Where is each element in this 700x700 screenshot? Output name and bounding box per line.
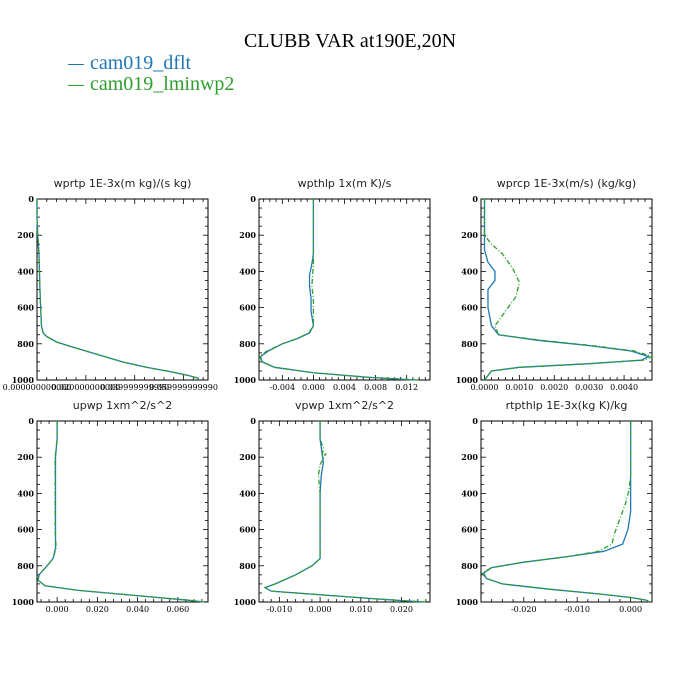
x-tick-label: 0.0010: [505, 383, 533, 392]
plot-title: upwp 1xm^2/s^2: [73, 399, 173, 412]
x-tick-label: 0.039999999990: [100, 383, 169, 392]
series-line-dflt: [263, 421, 426, 603]
y-tick-label: 1000: [234, 597, 257, 607]
x-tick-label: -0.020: [511, 605, 537, 614]
y-tick-label: 1000: [234, 375, 257, 385]
y-tick-label: 400: [239, 488, 256, 498]
plot-panel-6: rtpthlp 1E-3x(kg K)/kg 0 200 400 600 800 1000 -…: [456, 399, 653, 614]
x-tick-label: -0.010: [267, 605, 293, 614]
y-tick-label: 1000: [12, 597, 35, 607]
plot-title: rtpthlp 1E-3x(kg K)/kg: [506, 399, 628, 412]
y-tick-label: 800: [239, 339, 256, 349]
series-line-dflt: [37, 421, 205, 603]
y-tick-label: 200: [17, 230, 34, 240]
y-tick-label: 0: [472, 416, 478, 426]
plot-title: vpwp 1xm^2/s^2: [295, 399, 394, 412]
main-title: CLUBB VAR at190E,20N: [243, 30, 457, 52]
plot-panel-5: vpwp 1xm^2/s^2 0 200 400 600 800 1000 -0.010 0.0…: [234, 399, 431, 614]
legend-swatch-2: [68, 84, 84, 86]
y-tick-label: 800: [17, 339, 34, 349]
y-tick-label: 600: [239, 303, 256, 313]
plot-frame: [36, 420, 209, 603]
y-tick-label: 800: [461, 561, 478, 571]
y-tick-label: 600: [461, 303, 478, 313]
legend-label-1: cam019_dflt: [90, 52, 192, 74]
plot-frame: [258, 198, 431, 381]
series-line-lminwp2: [36, 199, 199, 380]
x-tick-label: 0.000000000000: [3, 383, 72, 392]
plot-frame: [36, 198, 209, 381]
y-tick-label: 1000: [456, 597, 479, 607]
plot-title: wprcp 1E-3x(m/s) (kg/kg): [497, 177, 636, 190]
x-tick-label: 0.0030: [575, 383, 603, 392]
y-tick-label: 600: [239, 525, 256, 535]
series-line-lminwp2: [263, 421, 426, 603]
x-tick-label: 0.020000000000: [51, 383, 120, 392]
legend-label-2: cam019_lminwp2: [90, 73, 235, 95]
legend-item-2: cam019_lminwp2: [68, 73, 234, 95]
x-tick-label: 0.012: [395, 383, 418, 392]
x-tick-label: -0.004: [270, 383, 296, 392]
x-tick-label: 0.0000: [470, 383, 498, 392]
y-tick-label: 600: [461, 525, 478, 535]
x-tick-label: 0.020: [86, 605, 109, 614]
y-tick-label: 400: [17, 266, 34, 276]
y-tick-label: 0: [250, 416, 256, 426]
series-line-dflt: [482, 421, 650, 603]
series-line-dflt: [259, 199, 415, 381]
y-tick-label: 800: [461, 339, 478, 349]
plot-title: wprtp 1E-3x(m kg)/(s kg): [54, 177, 192, 190]
y-tick-label: 800: [239, 561, 256, 571]
y-tick-label: 1000: [456, 375, 479, 385]
x-tick-label: 0.059999999990: [149, 383, 218, 392]
legend-item-1: cam019_dflt: [68, 52, 191, 74]
x-tick-label: 0.000: [619, 605, 642, 614]
y-tick-label: 0: [28, 194, 34, 204]
x-tick-label: 0.0020: [540, 383, 568, 392]
series-line-dflt: [483, 199, 651, 381]
x-tick-label: 0.060: [166, 605, 189, 614]
series-line-lminwp2: [481, 421, 650, 603]
x-tick-label: 0.010: [349, 605, 372, 614]
x-tick-label: 0.020: [390, 605, 413, 614]
x-tick-label: 0.008: [364, 383, 387, 392]
plot-frame: [258, 420, 431, 603]
y-tick-label: 400: [461, 266, 478, 276]
plot-panel-2: wpthlp 1x(m K)/s 0 200 400 600 800 1000 -0.004 0…: [234, 177, 431, 392]
y-tick-label: 400: [239, 266, 256, 276]
y-tick-label: 800: [17, 561, 34, 571]
x-tick-label: 0.004: [333, 383, 356, 392]
y-tick-label: 600: [17, 303, 34, 313]
plot-panel-4: upwp 1xm^2/s^2 0 200 400 600 800 1000 0.000 0.02…: [12, 399, 209, 614]
plot-panel-1: wprtp 1E-3x(m kg)/(s kg) 0 200 400 600 800 100…: [3, 177, 218, 392]
y-tick-label: 400: [17, 488, 34, 498]
x-tick-label: 0.0040: [610, 383, 638, 392]
plot-frame: [480, 420, 653, 603]
x-tick-label: 0.040: [126, 605, 149, 614]
x-tick-label: 0.000: [302, 383, 325, 392]
plot-title: wpthlp 1x(m K)/s: [298, 177, 392, 190]
y-tick-label: 200: [461, 230, 478, 240]
y-tick-label: 1000: [12, 375, 35, 385]
plot-frame: [480, 198, 653, 381]
y-tick-label: 0: [28, 416, 34, 426]
series-line-lminwp2: [258, 199, 419, 381]
y-tick-label: 400: [461, 488, 478, 498]
legend-swatch-1: [68, 63, 84, 65]
y-tick-label: 200: [239, 230, 256, 240]
series-line-lminwp2: [483, 199, 654, 381]
y-tick-label: 0: [472, 194, 478, 204]
y-tick-label: 200: [239, 452, 256, 462]
plot-panel-3: wprcp 1E-3x(m/s) (kg/kg) 0 200 400 600 800 100…: [456, 177, 654, 392]
x-tick-label: 0.000: [46, 605, 69, 614]
y-tick-label: 200: [17, 452, 34, 462]
y-tick-label: 600: [17, 525, 34, 535]
x-tick-label: 0.000: [309, 605, 332, 614]
y-tick-label: 200: [461, 452, 478, 462]
x-tick-label: -0.010: [564, 605, 590, 614]
series-line-dflt: [36, 199, 199, 380]
y-tick-label: 0: [250, 194, 256, 204]
series-line-lminwp2: [37, 421, 205, 603]
